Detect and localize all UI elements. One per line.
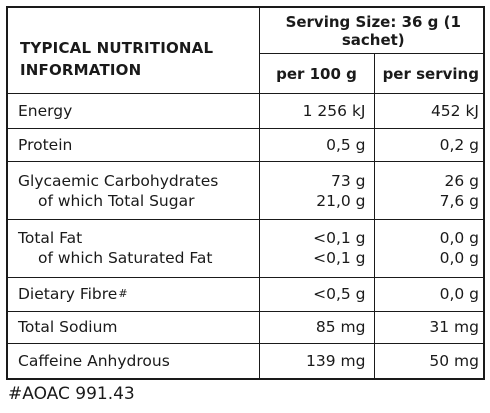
row-name-caffeine: Caffeine Anhydrous (8, 343, 260, 378)
row-name-fibre: Dietary Fibre# (8, 276, 260, 312)
row-name-energy: Energy (8, 93, 260, 130)
fibre-label: Dietary Fibre (18, 285, 118, 304)
carbs-per100: 73 g (331, 171, 366, 190)
table-title: TYPICAL NUTRITIONAL INFORMATION (8, 8, 260, 95)
table-row: Protein 0,5 g 0,2 g (8, 128, 483, 163)
row-serving-fibre: 0,0 g (373, 276, 483, 312)
row-serving-carbs: 26 g 7,6 g (373, 161, 483, 220)
satfat-per100: <0,1 g (313, 249, 366, 268)
nutrition-panel: TYPICAL NUTRITIONAL INFORMATION Serving … (6, 6, 485, 380)
row-name-fat: Total Fat of which Saturated Fat (8, 218, 260, 278)
row-per100-energy: 1 256 kJ (258, 93, 375, 130)
col-header-per100: per 100 g (259, 53, 375, 95)
table-row: Energy 1 256 kJ 452 kJ (8, 93, 483, 130)
sugar-per100: 21,0 g (316, 191, 366, 210)
table-row: Total Fat of which Saturated Fat <0,1 g … (8, 218, 483, 278)
fat-per100: <0,1 g (313, 229, 366, 248)
carbs-serving: 26 g (444, 171, 480, 190)
row-serving-sodium: 31 mg (373, 310, 483, 345)
table-row: Total Sodium 85 mg 31 mg (8, 310, 483, 345)
table-row: Caffeine Anhydrous 139 mg 50 mg (8, 343, 483, 378)
title-line-1: TYPICAL NUTRITIONAL (20, 38, 214, 57)
header-row: TYPICAL NUTRITIONAL INFORMATION Serving … (8, 8, 483, 95)
serving-size: Serving Size: 36 g (1 sachet) (258, 8, 483, 55)
table-row: Dietary Fibre# <0,5 g 0,0 g (8, 276, 483, 312)
row-serving-fat: 0,0 g 0,0 g (373, 218, 483, 278)
row-serving-protein: 0,2 g (373, 128, 483, 163)
row-per100-carbs: 73 g 21,0 g (258, 161, 375, 220)
satfat-label: of which Saturated Fat (38, 249, 213, 268)
row-name-protein: Protein (8, 128, 260, 163)
row-serving-energy: 452 kJ (373, 93, 483, 130)
sugar-label: of which Total Sugar (38, 191, 195, 210)
footnote: #AOAC 991.43 (8, 384, 135, 404)
nutrition-table: TYPICAL NUTRITIONAL INFORMATION Serving … (8, 8, 483, 378)
title-line-2: INFORMATION (20, 60, 142, 79)
fibre-footnote-marker: # (118, 287, 128, 301)
row-per100-caffeine: 139 mg (258, 343, 375, 378)
row-serving-caffeine: 50 mg (373, 343, 483, 378)
col-header-perserving: per serving (373, 53, 483, 95)
row-name-sodium: Total Sodium (8, 310, 260, 345)
row-name-carbs: Glycaemic Carbohydrates of which Total S… (8, 161, 260, 220)
sugar-serving: 7,6 g (439, 191, 479, 210)
fat-label: Total Fat (18, 229, 83, 248)
table-row: Glycaemic Carbohydrates of which Total S… (8, 161, 483, 220)
fat-serving: 0,0 g (439, 229, 479, 248)
row-per100-protein: 0,5 g (258, 128, 375, 163)
row-per100-sodium: 85 mg (258, 310, 375, 345)
row-per100-fat: <0,1 g <0,1 g (258, 218, 375, 278)
row-per100-fibre: <0,5 g (258, 276, 375, 312)
column-header-row: per 100 g per serving (8, 53, 483, 95)
satfat-serving: 0,0 g (439, 249, 479, 268)
carbs-label: Glycaemic Carbohydrates (18, 171, 219, 190)
